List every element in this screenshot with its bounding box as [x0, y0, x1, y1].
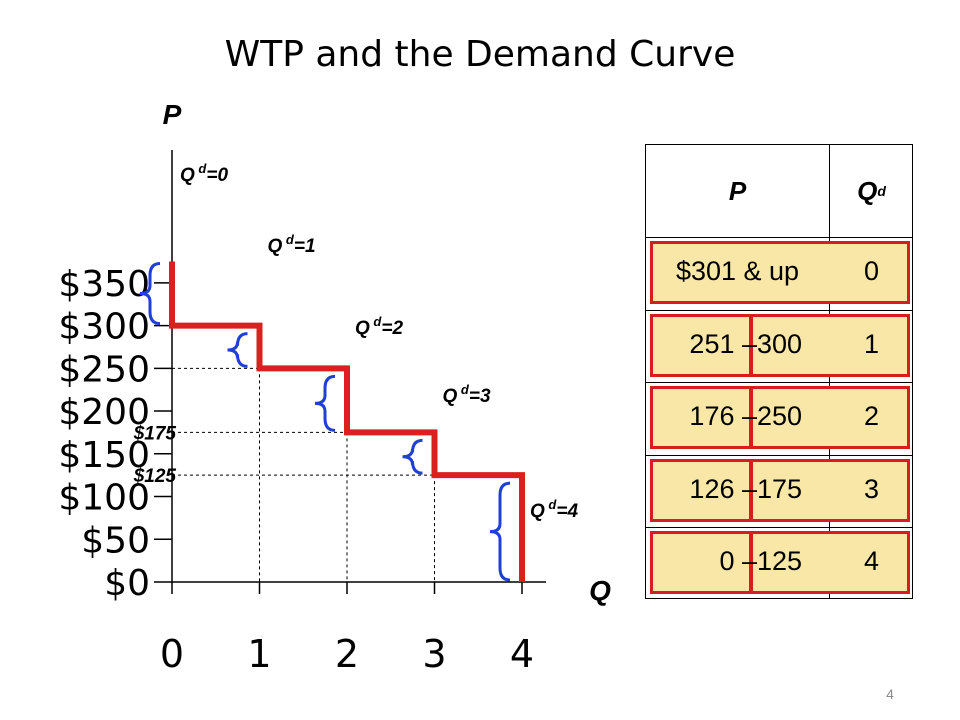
x-tick-label: 4 — [510, 632, 534, 676]
cell-highlight-full — [650, 241, 910, 304]
brace-bracket — [139, 261, 161, 326]
y-tick-label: $300 — [58, 307, 150, 348]
x-tick-label: 1 — [247, 632, 271, 676]
brace-bracket — [489, 481, 511, 582]
qd-annotation-rest: =3 — [469, 386, 491, 407]
x-tick-label: 0 — [160, 632, 184, 676]
y-tick-label: $0 — [104, 563, 150, 604]
cell-highlight-high — [750, 458, 910, 522]
price-range-high: 125 — [757, 546, 803, 577]
cell-highlight-low — [650, 313, 752, 377]
table-header-divider — [646, 237, 912, 238]
qd-value: 1 — [863, 328, 880, 359]
qd-annotation-label: Q d=1 — [268, 232, 316, 257]
slide-title: WTP and the Demand Curve — [224, 34, 736, 75]
price-range-low: 0 – — [719, 546, 757, 577]
y-axis-label: P — [163, 99, 182, 130]
price-range-high: 300 — [757, 328, 803, 359]
qd-annotation-sup: d — [370, 314, 383, 329]
qd-annotation-main: Q — [443, 386, 458, 407]
qd-annotation-label: Q d=2 — [355, 314, 403, 339]
y-extra-label: $175 — [133, 423, 177, 444]
brace-bracket — [314, 374, 336, 432]
table-header-qd-main: Q — [857, 175, 878, 206]
qd-annotation-sup: d — [457, 382, 470, 397]
y-tick-label: $250 — [58, 349, 150, 390]
qd-annotation-label: Q d=4 — [530, 497, 578, 522]
qd-value: 3 — [863, 473, 880, 504]
qd-annotation-sup: d — [195, 161, 208, 176]
y-tick-label: $200 — [58, 392, 150, 433]
y-tick-label: $50 — [81, 520, 150, 561]
qd-value: 0 — [863, 256, 880, 286]
x-axis-label: Q — [589, 575, 611, 606]
qd-value: 4 — [863, 546, 880, 577]
cell-highlight-high — [750, 531, 910, 595]
qd-annotation-sup: d — [545, 497, 558, 512]
qd-annotation-main: Q — [180, 165, 195, 186]
x-tick-label: 3 — [422, 632, 446, 676]
price-range-low: 251 – — [689, 328, 757, 359]
cell-highlight-high — [750, 386, 910, 450]
price-range-text: $301 & up — [675, 256, 800, 286]
cell-highlight-low — [650, 386, 752, 450]
qd-annotation-label: Q d=3 — [443, 382, 491, 407]
y-tick-label: $350 — [58, 264, 150, 305]
qd-annotation-rest: =2 — [381, 318, 403, 339]
table-row-divider — [646, 309, 912, 311]
x-tick-label: 2 — [335, 632, 359, 676]
qd-annotation-rest: =0 — [206, 165, 228, 186]
brace-bracket — [227, 332, 248, 368]
qd-annotation-rest: =1 — [294, 236, 316, 257]
table-header-qd-sup: d — [877, 183, 886, 199]
y-tick-label: $100 — [58, 478, 150, 519]
table-row-divider — [646, 527, 912, 529]
price-range-low: 176 – — [689, 401, 757, 432]
qd-annotation-sup: d — [282, 232, 295, 247]
table-row-divider — [646, 382, 912, 384]
price-range-high: 175 — [757, 473, 803, 504]
demand-step-line — [169, 261, 525, 582]
qd-annotation-main: Q — [530, 501, 545, 522]
qd-annotation-label: Q d=0 — [180, 161, 228, 186]
table-header-p: P — [728, 175, 747, 206]
page-number: 4 — [886, 686, 894, 702]
brace-bracket — [402, 438, 423, 475]
qd-annotation-main: Q — [268, 236, 283, 257]
cell-highlight-high — [750, 313, 910, 377]
y-extra-label: $125 — [133, 466, 177, 487]
price-range-low: 126 – — [689, 473, 757, 504]
table-row-divider — [646, 454, 912, 456]
price-range-high: 250 — [757, 401, 803, 432]
cell-highlight-low — [650, 531, 752, 595]
y-tick-label: $150 — [58, 435, 150, 476]
qd-value: 2 — [863, 401, 880, 432]
qd-annotation-rest: =4 — [556, 501, 578, 522]
qd-annotation-main: Q — [355, 318, 370, 339]
